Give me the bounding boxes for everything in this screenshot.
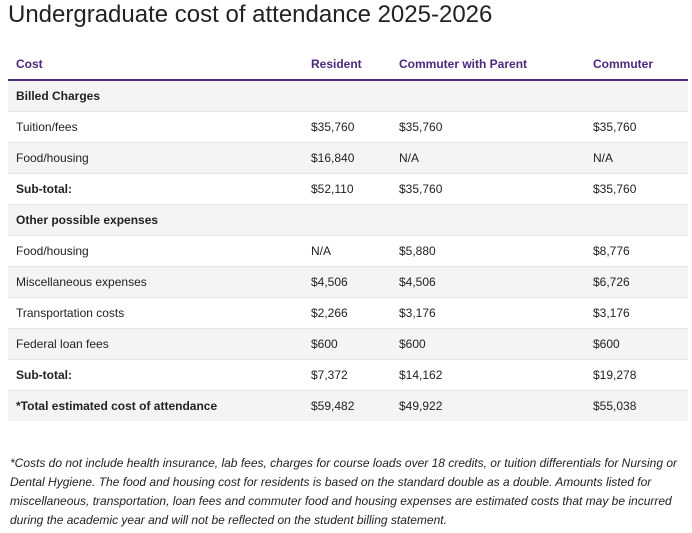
table-row: Federal loan fees $600 $600 $600 <box>8 328 688 360</box>
row-label: Food/housing <box>8 235 303 267</box>
table-row: *Total estimated cost of attendance $59,4… <box>8 390 688 421</box>
cell-value <box>585 204 688 236</box>
table-row: Food/housing $16,840 N/A N/A <box>8 142 688 174</box>
cell-value <box>303 204 391 236</box>
cell-value: $600 <box>391 328 585 360</box>
table-section-row: Other possible expenses <box>8 204 688 236</box>
cell-value <box>303 79 391 112</box>
table-row: Food/housing N/A $5,880 $8,776 <box>8 235 688 267</box>
cell-value: $59,482 <box>303 390 391 421</box>
table-header-row: Cost Resident Commuter with Parent Commu… <box>8 48 688 81</box>
table-row: Sub-total: $52,110 $35,760 $35,760 <box>8 173 688 205</box>
cell-value: $4,506 <box>391 266 585 298</box>
cell-value: $55,038 <box>585 390 688 421</box>
table-row: Miscellaneous expenses $4,506 $4,506 $6,726 <box>8 266 688 298</box>
cell-value: $49,922 <box>391 390 585 421</box>
row-label: Transportation costs <box>8 297 303 329</box>
cell-value: $35,760 <box>585 111 688 143</box>
cell-value: $35,760 <box>391 111 585 143</box>
row-label: Other possible expenses <box>8 204 303 236</box>
row-label: Federal loan fees <box>8 328 303 360</box>
cell-value <box>585 79 688 112</box>
table-body: Billed Charges Tuition/fees $35,760 $35,760… <box>8 79 688 421</box>
table-row: Tuition/fees $35,760 $35,760 $35,760 <box>8 111 688 143</box>
cell-value: $600 <box>585 328 688 360</box>
cell-value: $600 <box>303 328 391 360</box>
row-label: Tuition/fees <box>8 111 303 143</box>
footnote: *Costs do not include health insurance, … <box>10 456 678 527</box>
cell-value: $7,372 <box>303 359 391 391</box>
page-title: Undergraduate cost of attendance 2025-20… <box>8 1 493 28</box>
row-label: Sub-total: <box>8 359 303 391</box>
table-row: Transportation costs $2,266 $3,176 $3,176 <box>8 297 688 329</box>
cell-value: N/A <box>585 142 688 174</box>
cell-value: $3,176 <box>391 297 585 329</box>
cell-value: $6,726 <box>585 266 688 298</box>
cell-value: $8,776 <box>585 235 688 267</box>
cell-value: $14,162 <box>391 359 585 391</box>
cost-of-attendance-table: Cost Resident Commuter with Parent Commu… <box>8 48 688 421</box>
row-label: Sub-total: <box>8 173 303 205</box>
cell-value: N/A <box>391 142 585 174</box>
cell-value <box>391 204 585 236</box>
header-commuter-with-parent: Commuter with Parent <box>391 48 585 81</box>
cell-value: $5,880 <box>391 235 585 267</box>
row-label: Billed Charges <box>8 79 303 112</box>
header-cost: Cost <box>8 48 303 81</box>
cell-value: $3,176 <box>585 297 688 329</box>
cell-value: $16,840 <box>303 142 391 174</box>
row-label: Miscellaneous expenses <box>8 266 303 298</box>
header-resident: Resident <box>303 48 391 81</box>
cell-value <box>391 79 585 112</box>
cell-value: $4,506 <box>303 266 391 298</box>
cell-value: N/A <box>303 235 391 267</box>
row-label: *Total estimated cost of attendance <box>8 390 303 421</box>
cell-value: $19,278 <box>585 359 688 391</box>
cell-value: $2,266 <box>303 297 391 329</box>
table-section-row: Billed Charges <box>8 79 688 112</box>
table-row: Sub-total: $7,372 $14,162 $19,278 <box>8 359 688 391</box>
row-label: Food/housing <box>8 142 303 174</box>
header-commuter: Commuter <box>585 48 688 81</box>
cell-value: $52,110 <box>303 173 391 205</box>
cell-value: $35,760 <box>303 111 391 143</box>
cell-value: $35,760 <box>391 173 585 205</box>
cell-value: $35,760 <box>585 173 688 205</box>
